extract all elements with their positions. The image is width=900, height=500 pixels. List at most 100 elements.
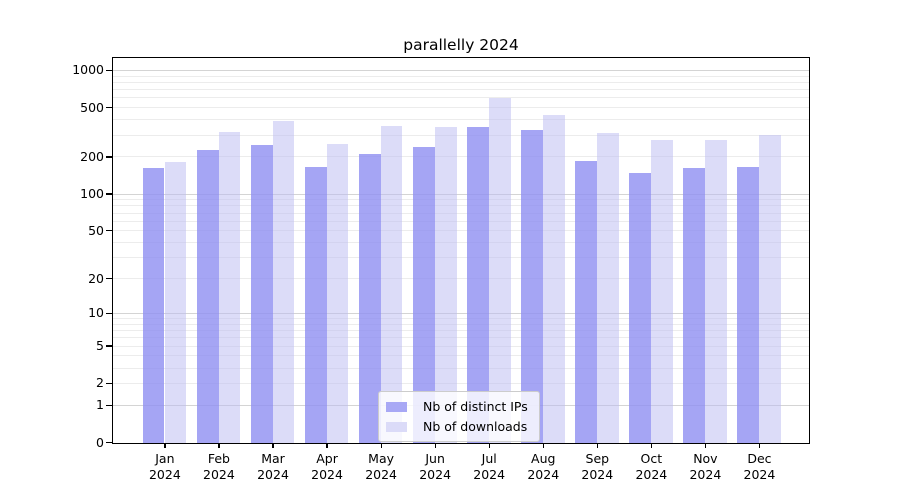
gridline-minor	[113, 220, 809, 222]
bar-distinct-ips-jun	[412, 147, 435, 443]
gridline-major	[113, 193, 809, 195]
y-tick-label: 500	[80, 99, 104, 115]
y-tick-mark	[106, 345, 112, 347]
plot-area	[112, 57, 810, 444]
y-tick-mark	[106, 442, 112, 444]
gridline-minor	[113, 323, 809, 325]
x-tick-mark	[596, 442, 598, 448]
x-tick-mark	[758, 442, 761, 448]
bars-layer	[113, 58, 809, 443]
x-tick-label: Dec 2024	[743, 450, 776, 483]
y-tick-mark	[106, 382, 112, 385]
bar-distinct-ips-sep	[575, 160, 597, 443]
y-tick-label: 50	[88, 222, 104, 238]
bar-downloads-oct	[650, 140, 673, 443]
legend-label-downloads: Nb of downloads	[423, 419, 528, 434]
bar-downloads-sep	[596, 132, 619, 443]
legend-swatch-distinct-ips	[386, 401, 407, 412]
bar-distinct-ips-mar	[250, 145, 273, 443]
gridline-minor	[113, 345, 809, 347]
y-tick-label: 1000	[72, 62, 104, 78]
legend-item-distinct-ips: Nb of distinct IPs	[386, 398, 528, 415]
gridline-minor	[113, 242, 809, 244]
y-tick-label: 2	[96, 375, 104, 391]
x-tick-label: Jun 2024	[419, 450, 452, 483]
x-tick-label: Sep 2024	[581, 450, 614, 483]
gridline-minor	[113, 355, 809, 357]
x-tick-mark	[704, 442, 707, 448]
x-tick-label: Mar 2024	[257, 450, 289, 483]
gridline-minor	[113, 230, 809, 232]
gridline-minor	[113, 107, 809, 109]
x-tick-mark	[650, 442, 653, 448]
x-tick-mark	[542, 442, 544, 448]
gridline-minor	[113, 119, 809, 121]
gridline-major	[113, 313, 809, 315]
gridline-minor	[113, 367, 809, 369]
bar-distinct-ips-dec	[737, 167, 760, 443]
bar-distinct-ips-nov	[683, 167, 705, 443]
gridline-minor	[113, 257, 809, 259]
gridline-minor	[113, 330, 809, 332]
bar-distinct-ips-feb	[196, 149, 219, 443]
y-tick-mark	[106, 156, 112, 158]
x-tick-label: Oct 2024	[635, 450, 668, 483]
y-tick-label: 200	[80, 148, 104, 164]
x-tick-mark	[380, 442, 382, 448]
gridline-minor	[113, 199, 809, 201]
y-tick-label: 0	[96, 434, 104, 450]
x-tick-label: Aug 2024	[527, 450, 560, 483]
y-tick-label: 5	[96, 338, 104, 354]
gridline-minor	[113, 97, 809, 99]
gridline-minor	[113, 318, 809, 320]
bar-downloads-may	[380, 126, 403, 443]
y-tick-mark	[106, 193, 112, 195]
gridline-minor	[113, 337, 809, 339]
bar-distinct-ips-jan	[142, 167, 165, 443]
bar-downloads-jul	[488, 97, 511, 443]
gridline-minor	[113, 278, 809, 280]
x-tick-label: May 2024	[365, 450, 397, 483]
gridline-minor	[113, 205, 809, 207]
legend: Nb of distinct IPs Nb of downloads	[378, 391, 540, 442]
x-tick-mark	[434, 442, 436, 448]
y-tick-mark	[106, 277, 112, 280]
legend-item-downloads: Nb of downloads	[386, 418, 528, 435]
bar-downloads-nov	[705, 140, 727, 443]
legend-swatch-downloads	[386, 421, 407, 432]
x-tick-mark	[164, 442, 166, 448]
x-tick-mark	[326, 442, 328, 448]
gridline-minor	[113, 212, 809, 214]
gridline-minor	[113, 89, 809, 91]
y-tick-mark	[106, 107, 112, 109]
bar-downloads-aug	[542, 114, 565, 443]
bar-downloads-jun	[434, 127, 457, 443]
bar-distinct-ips-apr	[304, 167, 327, 443]
y-tick-mark	[106, 312, 112, 315]
x-tick-label: Nov 2024	[689, 450, 722, 483]
gridline-minor	[113, 134, 809, 136]
y-tick-mark	[106, 69, 112, 72]
y-tick-label: 10	[88, 305, 104, 321]
bar-distinct-ips-jul	[467, 127, 489, 443]
x-tick-label: Feb 2024	[203, 450, 235, 483]
x-tick-mark	[272, 442, 274, 448]
gridline-minor	[113, 383, 809, 384]
x-tick-mark	[218, 442, 220, 448]
gridline-minor	[113, 82, 809, 84]
x-tick-mark	[488, 442, 490, 448]
y-tick-label: 1	[96, 397, 104, 413]
bar-downloads-dec	[759, 135, 781, 443]
legend-label-distinct-ips: Nb of distinct IPs	[423, 399, 528, 414]
bar-distinct-ips-aug	[521, 129, 543, 443]
x-tick-label: Apr 2024	[311, 450, 343, 483]
y-tick-mark	[106, 404, 112, 406]
x-tick-label: Jan 2024	[148, 450, 181, 483]
bar-downloads-feb	[218, 131, 241, 443]
bar-downloads-mar	[272, 121, 295, 443]
bar-distinct-ips-oct	[629, 173, 651, 443]
x-tick-label: Jul 2024	[473, 450, 506, 483]
y-tick-label: 100	[80, 185, 104, 201]
chart-title: parallelly 2024	[403, 36, 519, 54]
